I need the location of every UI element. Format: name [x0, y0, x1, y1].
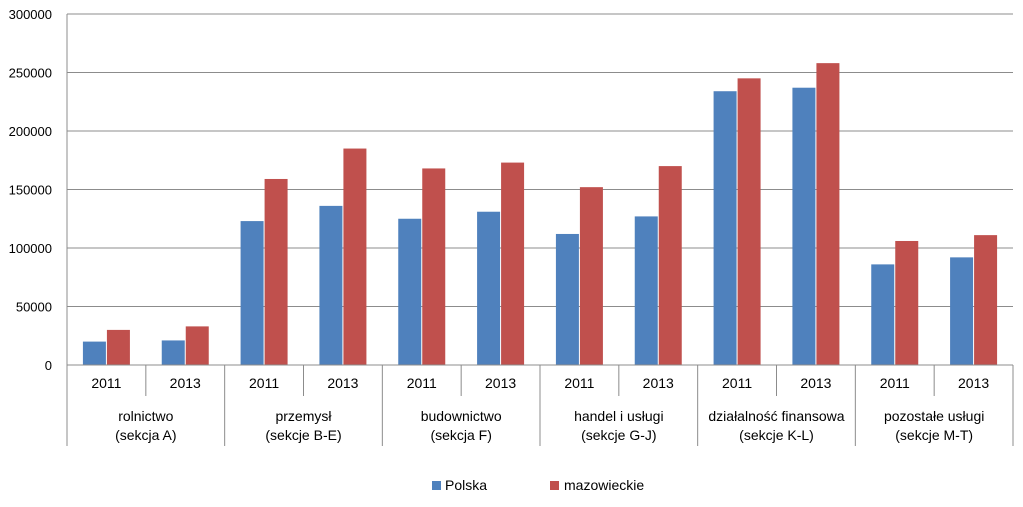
bar-polska	[871, 264, 895, 365]
bar-mazowieckie	[579, 187, 603, 365]
category-label: przemysł	[275, 408, 332, 424]
bar-polska	[398, 218, 422, 365]
legend-swatch-mazowieckie	[550, 481, 559, 490]
category-sublabel: (sekcja F)	[430, 427, 491, 443]
legend-label: Polska	[445, 477, 487, 493]
legend-label: mazowieckie	[564, 477, 644, 493]
category-label: handel i usługi	[574, 408, 664, 424]
x-tick-year-label: 2013	[170, 375, 201, 391]
bar-mazowieckie	[895, 240, 919, 365]
category-sublabel: (sekcje B-E)	[265, 427, 341, 443]
category-label: pozostałe usługi	[884, 408, 984, 424]
bar-polska	[792, 87, 816, 366]
category-label: rolnictwo	[118, 408, 173, 424]
x-tick-year-label: 2011	[722, 375, 752, 391]
x-tick-year-label: 2011	[564, 375, 594, 391]
category-sublabel: (sekcja A)	[115, 427, 176, 443]
x-tick-year-label: 2013	[485, 375, 516, 391]
x-tick-year-label: 2011	[880, 375, 910, 391]
x-tick-year-label: 2011	[249, 375, 279, 391]
y-tick-label: 150000	[9, 183, 52, 198]
x-tick-year-label: 2013	[958, 375, 989, 391]
category-sublabel: (sekcje K-L)	[739, 427, 814, 443]
bar-mazowieckie	[974, 235, 998, 365]
bar-polska	[82, 341, 106, 365]
bar-polska	[555, 233, 579, 365]
y-tick-label: 200000	[9, 124, 52, 139]
bar-mazowieckie	[185, 326, 209, 365]
x-tick-year-label: 2011	[91, 375, 121, 391]
bar-mazowieckie	[816, 63, 840, 365]
bar-polska	[161, 340, 185, 365]
bar-mazowieckie	[658, 166, 682, 365]
bar-polska	[713, 91, 737, 365]
bar-polska	[634, 216, 658, 365]
x-tick-year-label: 2013	[800, 375, 831, 391]
y-tick-label: 250000	[9, 66, 52, 81]
y-tick-label: 50000	[16, 300, 52, 315]
bar-mazowieckie	[422, 168, 446, 365]
y-tick-label: 300000	[9, 7, 52, 22]
y-tick-label: 0	[45, 358, 52, 373]
x-tick-year-label: 2013	[643, 375, 674, 391]
category-sublabel: (sekcje G-J)	[581, 427, 656, 443]
category-label: budownictwo	[421, 408, 502, 424]
category-sublabel: (sekcje M-T)	[895, 427, 973, 443]
y-tick-label: 100000	[9, 241, 52, 256]
bar-mazowieckie	[106, 329, 130, 365]
bar-mazowieckie	[501, 162, 525, 365]
x-tick-year-label: 2011	[407, 375, 437, 391]
legend-swatch-polska	[432, 481, 441, 490]
x-tick-year-label: 2013	[327, 375, 358, 391]
bar-polska	[477, 211, 501, 365]
bar-polska	[319, 205, 343, 365]
bar-polska	[950, 257, 974, 365]
bar-mazowieckie	[343, 148, 367, 365]
bar-polska	[240, 221, 264, 365]
bar-mazowieckie	[264, 178, 288, 365]
bar-mazowieckie	[737, 78, 761, 365]
category-label: działalność finansowa	[708, 408, 844, 424]
